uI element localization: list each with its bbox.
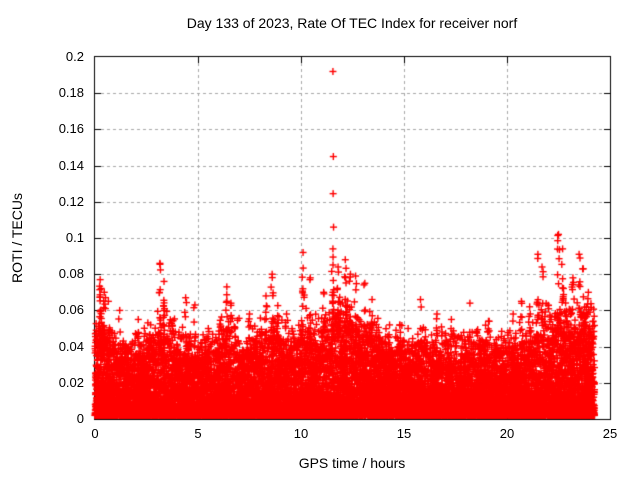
y-tick-label: 0.12 (58, 193, 84, 209)
x-tick-label: 15 (396, 426, 412, 441)
y-tick-label: 0.14 (58, 157, 84, 173)
y-axis-label: ROTI / TECUs (9, 193, 25, 283)
x-axis-label: GPS time / hours (298, 455, 406, 471)
y-tick-label: 0.02 (58, 374, 84, 390)
y-tick-label: 0.1 (65, 230, 84, 245)
y-tick-label: 0.2 (65, 49, 84, 64)
x-tick-label: 0 (91, 426, 99, 441)
y-tick-label: 0.16 (58, 121, 84, 137)
x-tick-label: 20 (499, 426, 515, 441)
x-tick-label: 5 (194, 426, 202, 441)
y-tick-label: 0.18 (58, 85, 84, 101)
y-tick-label: 0.06 (58, 302, 84, 318)
y-tick-label: 0.04 (58, 338, 84, 354)
x-tick-label: 25 (602, 426, 618, 441)
x-tick-label: 10 (293, 426, 309, 441)
y-tick-label: 0 (76, 411, 84, 426)
y-tick-label: 0.08 (58, 266, 84, 282)
chart-title: Day 133 of 2023, Rate Of TEC Index for r… (186, 15, 518, 31)
